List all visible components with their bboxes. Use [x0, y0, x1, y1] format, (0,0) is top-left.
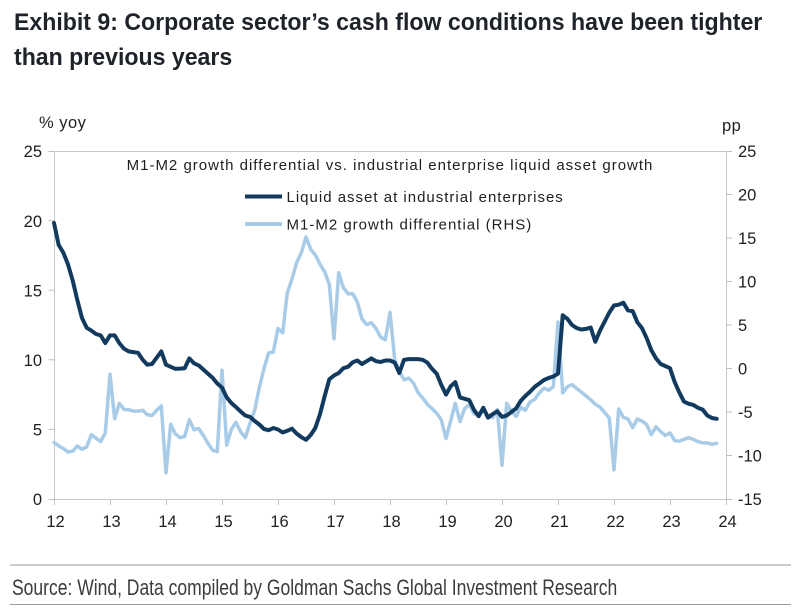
svg-text:Liquid asset at industrial ent: Liquid asset at industrial enterprises: [287, 189, 564, 206]
svg-text:% yoy: % yoy: [39, 114, 87, 132]
svg-text:21: 21: [550, 513, 568, 531]
svg-text:0: 0: [33, 491, 42, 509]
svg-text:10: 10: [24, 352, 42, 370]
svg-text:12: 12: [46, 513, 64, 531]
svg-text:than previous years: than previous years: [14, 44, 232, 70]
svg-text:25: 25: [24, 143, 42, 161]
svg-text:5: 5: [33, 422, 42, 440]
svg-text:15: 15: [24, 282, 42, 300]
svg-text:20: 20: [494, 513, 512, 531]
svg-text:17: 17: [326, 513, 344, 531]
svg-text:Exhibit 9: Corporate sector’s: Exhibit 9: Corporate sector’s cash flow …: [14, 9, 762, 35]
svg-text:19: 19: [438, 513, 456, 531]
svg-text:15: 15: [738, 230, 756, 248]
svg-text:18: 18: [382, 513, 400, 531]
svg-text:23: 23: [662, 513, 680, 531]
svg-text:25: 25: [738, 143, 756, 161]
svg-text:-5: -5: [738, 404, 753, 422]
svg-text:15: 15: [214, 513, 232, 531]
svg-text:13: 13: [102, 513, 120, 531]
svg-text:M1-M2 growth differential (RHS: M1-M2 growth differential (RHS): [287, 217, 533, 234]
svg-text:0: 0: [738, 361, 747, 379]
svg-text:pp: pp: [722, 117, 741, 135]
svg-text:-15: -15: [738, 491, 762, 509]
svg-text:Source: Wind, Data compiled by: Source: Wind, Data compiled by Goldman S…: [12, 576, 617, 600]
svg-text:5: 5: [738, 317, 747, 335]
svg-text:14: 14: [158, 513, 176, 531]
svg-text:20: 20: [738, 187, 756, 205]
svg-text:20: 20: [24, 213, 42, 231]
svg-text:-10: -10: [738, 448, 762, 466]
svg-text:22: 22: [606, 513, 624, 531]
svg-text:24: 24: [718, 513, 736, 531]
svg-text:10: 10: [738, 274, 756, 292]
svg-text:M1-M2 growth differential vs.: M1-M2 growth differential vs. industrial…: [127, 157, 654, 174]
svg-text:16: 16: [270, 513, 288, 531]
